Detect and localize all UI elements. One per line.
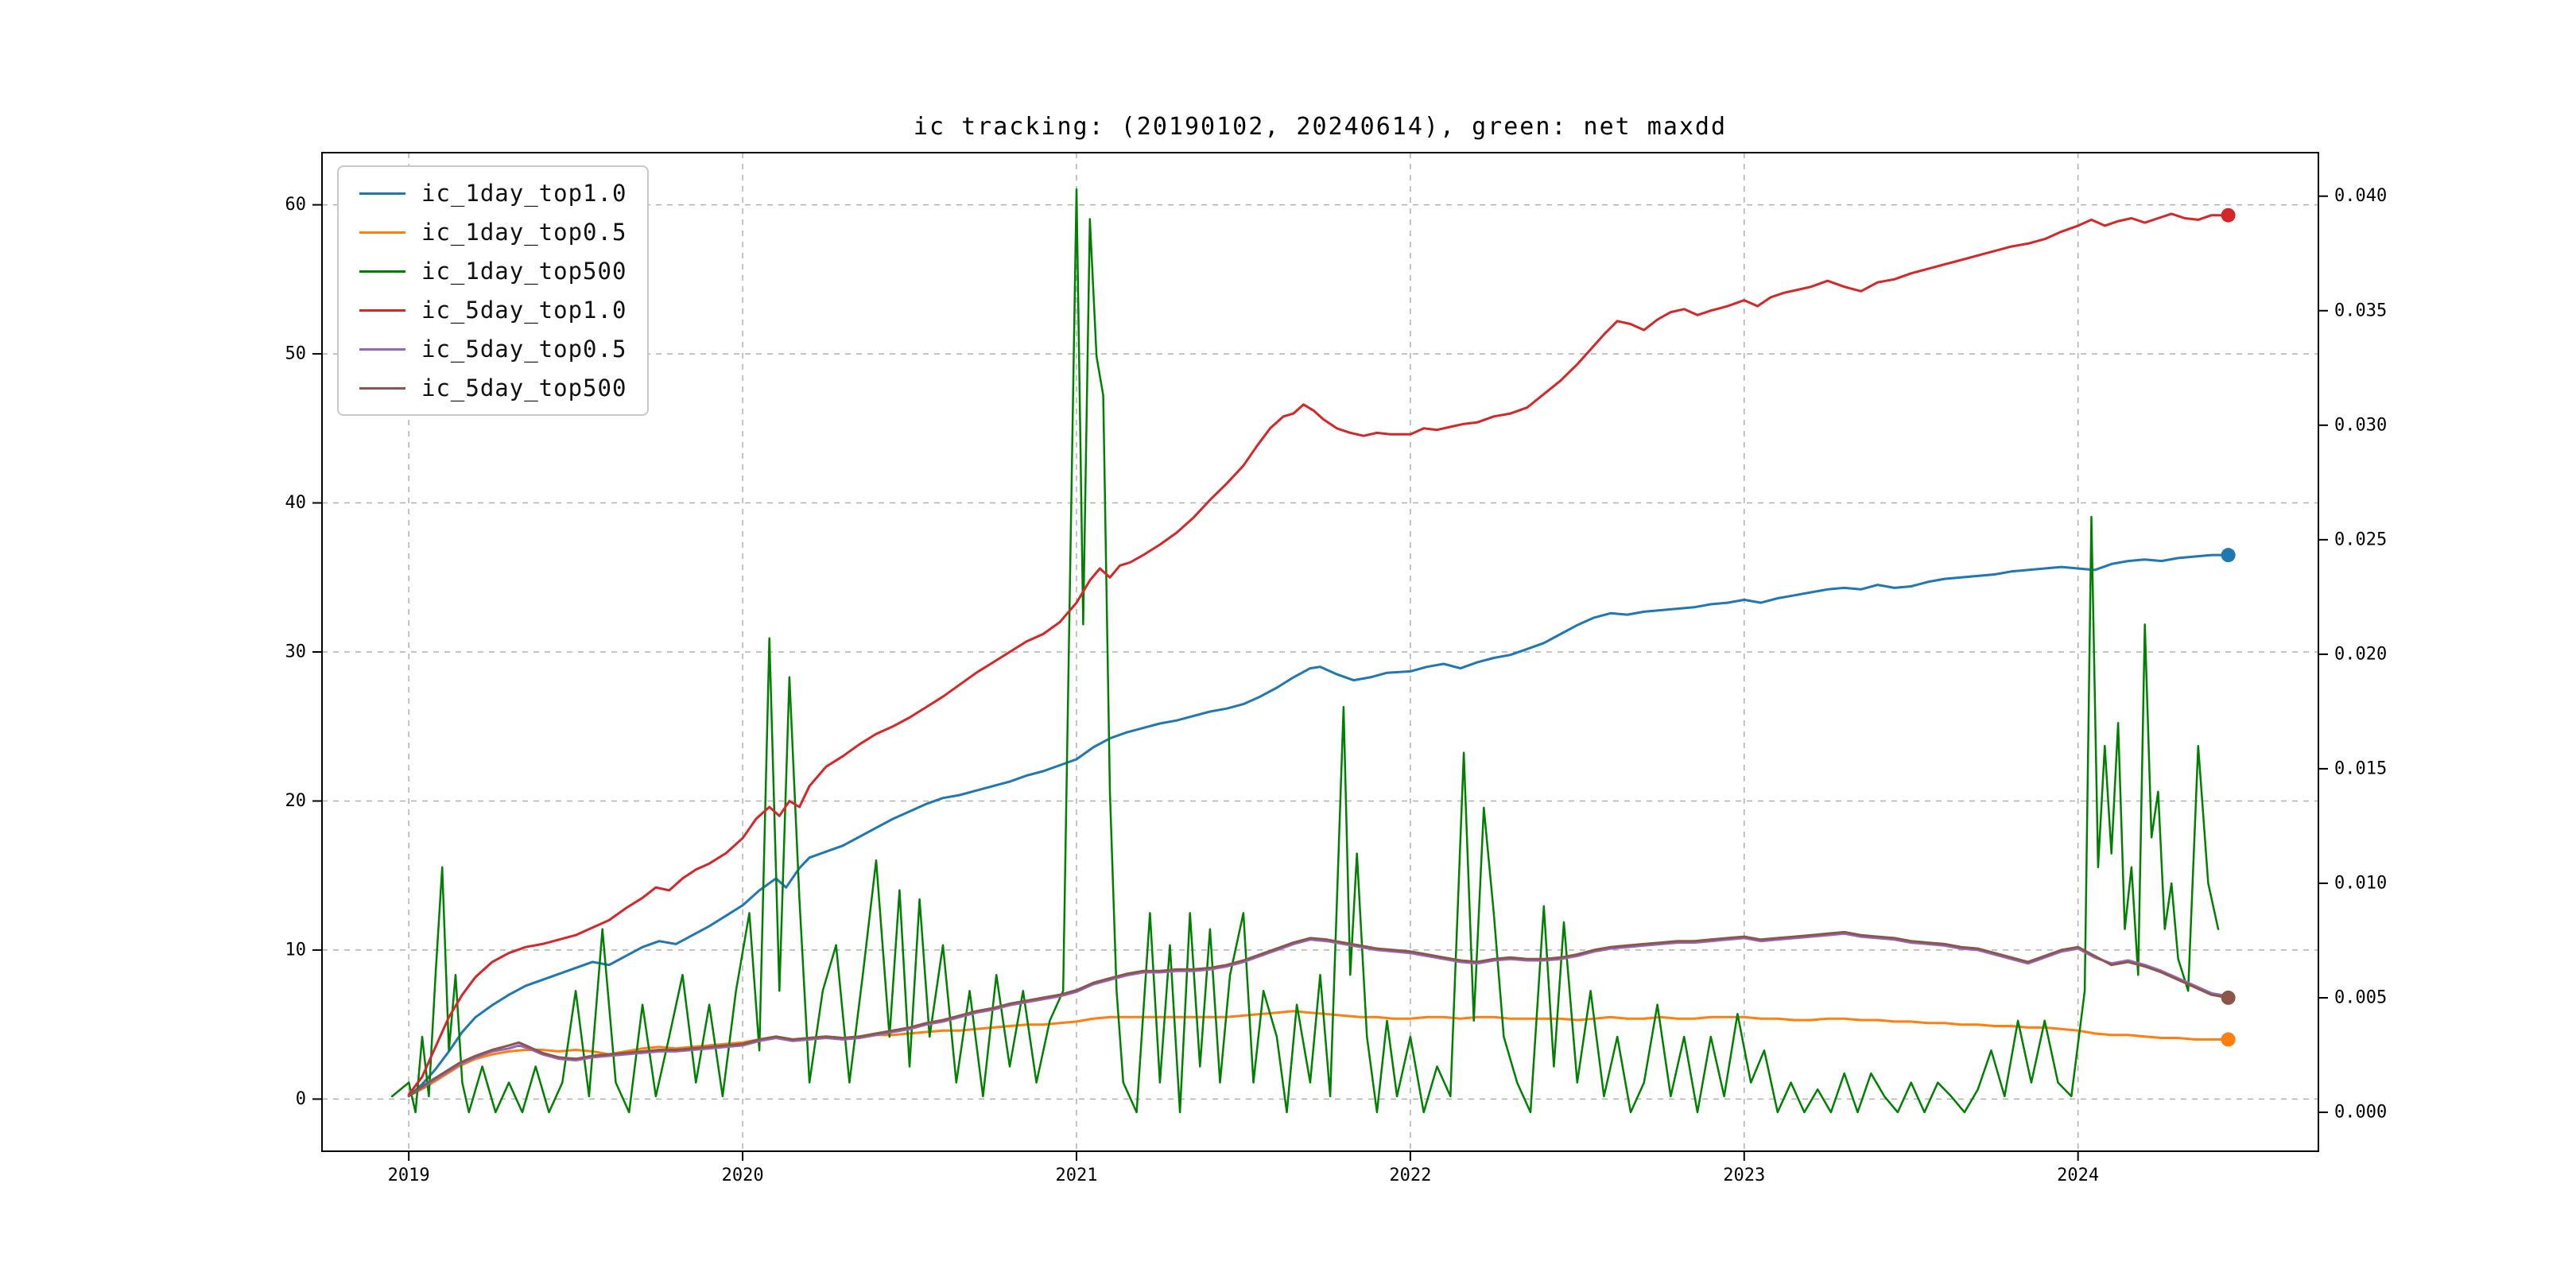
x-tick-label: 2023 xyxy=(1723,1166,1765,1185)
y-right-tick-label: 0.005 xyxy=(2334,987,2387,1007)
y-left-tick-label: 10 xyxy=(285,940,307,960)
y-right-tick-label: 0.025 xyxy=(2334,530,2387,549)
series-line-ic_1day_top1.0 xyxy=(407,553,2230,1098)
legend-swatch xyxy=(359,270,405,273)
end-dot-ic_5day_top500 xyxy=(2221,990,2236,1005)
y-right-tick-label: 0.010 xyxy=(2334,873,2387,893)
x-tick-label: 2020 xyxy=(722,1166,764,1185)
y-left-tick-label: 0 xyxy=(296,1089,306,1109)
y-right-tick-label: 0.035 xyxy=(2334,301,2387,320)
legend-entry-ic_5day_top500: ic_5day_top500 xyxy=(359,374,627,402)
series-line-ic_1day_top0.5 xyxy=(407,1010,2230,1098)
series-lines xyxy=(390,188,2230,1114)
chart-title: ic tracking: (20190102, 20240614), green… xyxy=(913,113,1728,141)
legend-swatch xyxy=(359,308,405,312)
legend-entry-ic_5day_top0.5: ic_5day_top0.5 xyxy=(359,336,627,363)
series-line-ic_5day_top1.0 xyxy=(407,212,2230,1096)
legend-entry-ic_5day_top1.0: ic_5day_top1.0 xyxy=(359,297,627,324)
series-line-ic_5day_top500 xyxy=(407,930,2230,1098)
legend-entry-ic_1day_top500: ic_1day_top500 xyxy=(359,258,627,285)
x-tick-label: 2022 xyxy=(1389,1166,1431,1185)
legend-entry-ic_1day_top0.5: ic_1day_top0.5 xyxy=(359,219,627,246)
y-left-tick-label: 40 xyxy=(285,493,307,513)
series-line-ic_1day_top500 xyxy=(390,188,2220,1114)
end-dot-ic_1day_top1.0 xyxy=(2221,548,2236,563)
legend-swatch xyxy=(359,386,405,390)
axes-spine xyxy=(321,152,2319,1152)
legend-label: ic_1day_top0.5 xyxy=(421,219,627,246)
legend-entry-ic_1day_top1.0: ic_1day_top1.0 xyxy=(359,180,627,207)
y-right-tick-label: 0.020 xyxy=(2334,644,2387,664)
legend-label: ic_5day_top0.5 xyxy=(421,336,627,363)
series-end-dots xyxy=(2221,208,2236,1047)
end-dot-ic_1day_top0.5 xyxy=(2221,1032,2236,1047)
legend-label: ic_1day_top1.0 xyxy=(421,180,627,207)
legend-label: ic_1day_top500 xyxy=(421,258,627,285)
y-left-tick-label: 50 xyxy=(285,344,307,364)
y-right-tick-label: 0.040 xyxy=(2334,186,2387,206)
series-line-ic_5day_top0.5 xyxy=(407,932,2230,1098)
axis-ticks: 2019 2020 2021 2022 2023 2024 0 10 20 30 40 50 60 0.0… xyxy=(285,186,2388,1185)
y-left-tick-label: 30 xyxy=(285,642,307,662)
legend-swatch xyxy=(359,231,405,234)
legend-label: ic_5day_top1.0 xyxy=(421,297,627,324)
legend-label: ic_5day_top500 xyxy=(421,374,627,402)
x-tick-label: 2024 xyxy=(2057,1166,2099,1185)
y-right-tick-label: 0.015 xyxy=(2334,758,2387,778)
legend-swatch xyxy=(359,347,405,351)
end-dot-ic_5day_top1.0 xyxy=(2221,208,2236,223)
x-tick-label: 2021 xyxy=(1055,1166,1097,1185)
y-right-tick-label: 0.030 xyxy=(2334,415,2387,435)
y-right-tick-label: 0.000 xyxy=(2334,1103,2387,1123)
x-tick-label: 2019 xyxy=(388,1166,430,1185)
legend-swatch xyxy=(359,192,405,195)
y-left-tick-label: 60 xyxy=(285,195,307,215)
legend: ic_1day_top1.0 ic_1day_top0.5 ic_1day_top5… xyxy=(337,165,650,416)
y-left-tick-label: 20 xyxy=(285,791,307,811)
